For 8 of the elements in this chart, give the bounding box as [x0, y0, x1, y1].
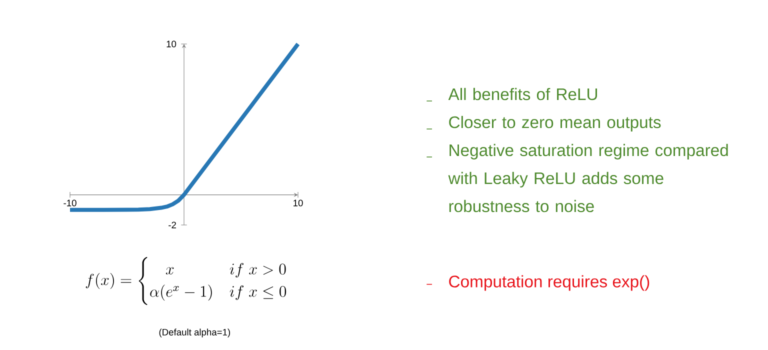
- text: Negative saturation regime compared with Leaky ReLU adds some robustness to noise: [448, 144, 728, 212]
- text: All benefits of ReLU: [448, 88, 598, 100]
- text: $f(x) = \begin{cases} \quad x & if\ x > 0 \\ \alpha(e^{x}-1) & if\ x \le 0 \end{cases}$: [86, 256, 286, 305]
- y-tick-label: -2: [168, 222, 176, 228]
- x-tick-label: -10: [64, 200, 76, 206]
- text: Closer to zero mean outputs: [449, 116, 661, 132]
- text: (Default alpha=1): [159, 328, 230, 338]
- text: Computation requires exp(): [449, 275, 650, 291]
